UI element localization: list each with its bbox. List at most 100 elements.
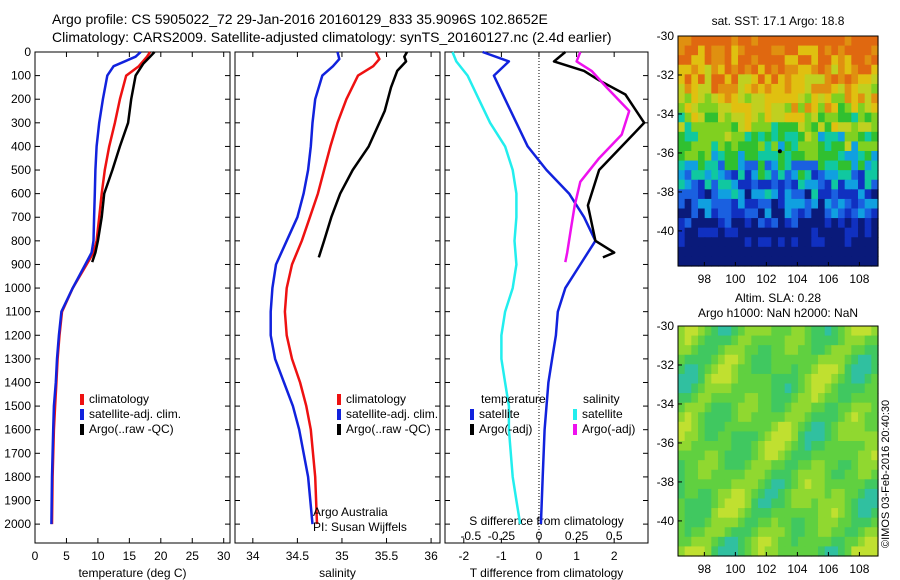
map-cell bbox=[744, 227, 752, 238]
map-cell bbox=[684, 469, 692, 480]
map-cell bbox=[824, 55, 832, 66]
map-cell bbox=[751, 441, 759, 452]
map-cell bbox=[704, 479, 712, 490]
map-cell bbox=[711, 488, 719, 500]
map-cell bbox=[704, 198, 712, 210]
map-cell bbox=[844, 246, 852, 258]
map-cell bbox=[811, 527, 819, 538]
map-cell bbox=[744, 469, 752, 480]
map-cell bbox=[804, 103, 812, 114]
map-cell bbox=[691, 64, 699, 75]
map-cell bbox=[858, 498, 866, 509]
x-tick-label: 35 bbox=[335, 549, 349, 563]
map-cell bbox=[684, 460, 692, 471]
map-cell bbox=[831, 227, 839, 238]
map-cell bbox=[798, 441, 806, 452]
map-cell bbox=[718, 508, 726, 519]
map-cell bbox=[744, 36, 752, 47]
legend-label: climatology bbox=[89, 392, 149, 406]
map-cell bbox=[844, 469, 852, 480]
map-cell bbox=[864, 36, 872, 47]
map-cell bbox=[851, 508, 859, 519]
map-cell bbox=[758, 170, 766, 181]
map-cell bbox=[804, 364, 812, 375]
map-cell bbox=[698, 546, 706, 557]
map-cell bbox=[804, 326, 812, 337]
map-cell bbox=[711, 460, 719, 471]
map-cell bbox=[744, 141, 752, 152]
map-cell bbox=[738, 508, 746, 519]
map-cell bbox=[758, 527, 766, 538]
map-cell bbox=[704, 421, 712, 433]
map-cell bbox=[784, 450, 792, 461]
map-cell bbox=[804, 488, 812, 500]
map-cell bbox=[851, 151, 859, 162]
map-cell bbox=[844, 508, 852, 519]
map-cell bbox=[798, 345, 806, 356]
map-cell bbox=[851, 335, 859, 346]
map-cell bbox=[771, 345, 779, 356]
map-cell bbox=[871, 151, 879, 162]
map-cell bbox=[764, 141, 772, 152]
map-cell bbox=[704, 508, 712, 519]
map-cell bbox=[778, 160, 786, 171]
map-cell bbox=[684, 326, 692, 337]
map-cell bbox=[744, 256, 752, 267]
map-cell bbox=[798, 246, 806, 258]
map-cell bbox=[738, 364, 746, 375]
map-cell bbox=[784, 527, 792, 538]
map-cell bbox=[791, 160, 799, 171]
map-cell bbox=[698, 83, 706, 95]
map-cell bbox=[791, 198, 799, 210]
map-cell bbox=[704, 354, 712, 365]
map-cell bbox=[851, 536, 859, 548]
map-cell bbox=[851, 141, 859, 152]
map-cell bbox=[838, 64, 846, 75]
map-cell bbox=[691, 393, 699, 404]
map-cell bbox=[824, 508, 832, 519]
map-cell bbox=[751, 218, 759, 229]
map-cell bbox=[778, 179, 786, 190]
map-cell bbox=[844, 170, 852, 181]
map-cell bbox=[698, 131, 706, 143]
map-cell bbox=[784, 421, 792, 433]
map-cell bbox=[778, 208, 786, 219]
map-cell bbox=[744, 246, 752, 258]
map-cell bbox=[724, 335, 732, 346]
map-cell bbox=[751, 479, 759, 490]
map-cell bbox=[864, 364, 872, 375]
map-cell bbox=[691, 469, 699, 480]
map-cell bbox=[804, 141, 812, 152]
map-cell bbox=[744, 93, 752, 104]
map-cell bbox=[784, 64, 792, 75]
map-cell bbox=[784, 170, 792, 181]
map-cell bbox=[698, 431, 706, 442]
map-cell bbox=[798, 151, 806, 162]
map-cell bbox=[864, 237, 872, 248]
map-cell bbox=[804, 546, 812, 557]
map-cell bbox=[718, 74, 726, 85]
map-cell bbox=[718, 345, 726, 356]
map-cell bbox=[764, 103, 772, 114]
map-cell bbox=[724, 517, 732, 528]
map-cell bbox=[751, 402, 759, 413]
map-cell bbox=[724, 412, 732, 423]
map-cell bbox=[724, 189, 732, 200]
map-cell bbox=[691, 517, 699, 528]
map-cell bbox=[738, 441, 746, 452]
map-cell bbox=[691, 36, 699, 47]
map-cell bbox=[704, 450, 712, 461]
map-cell bbox=[751, 546, 759, 557]
map-cell bbox=[704, 83, 712, 95]
map-cell bbox=[724, 479, 732, 490]
map-cell bbox=[724, 498, 732, 509]
map-cell bbox=[798, 527, 806, 538]
map-cell bbox=[798, 170, 806, 181]
map-cell bbox=[851, 256, 859, 267]
map-cell bbox=[864, 45, 872, 56]
map-cell bbox=[751, 160, 759, 171]
map-cell bbox=[791, 364, 799, 375]
map-x-tick-label: 106 bbox=[818, 562, 838, 576]
map-cell bbox=[858, 256, 866, 267]
map-cell bbox=[798, 479, 806, 490]
